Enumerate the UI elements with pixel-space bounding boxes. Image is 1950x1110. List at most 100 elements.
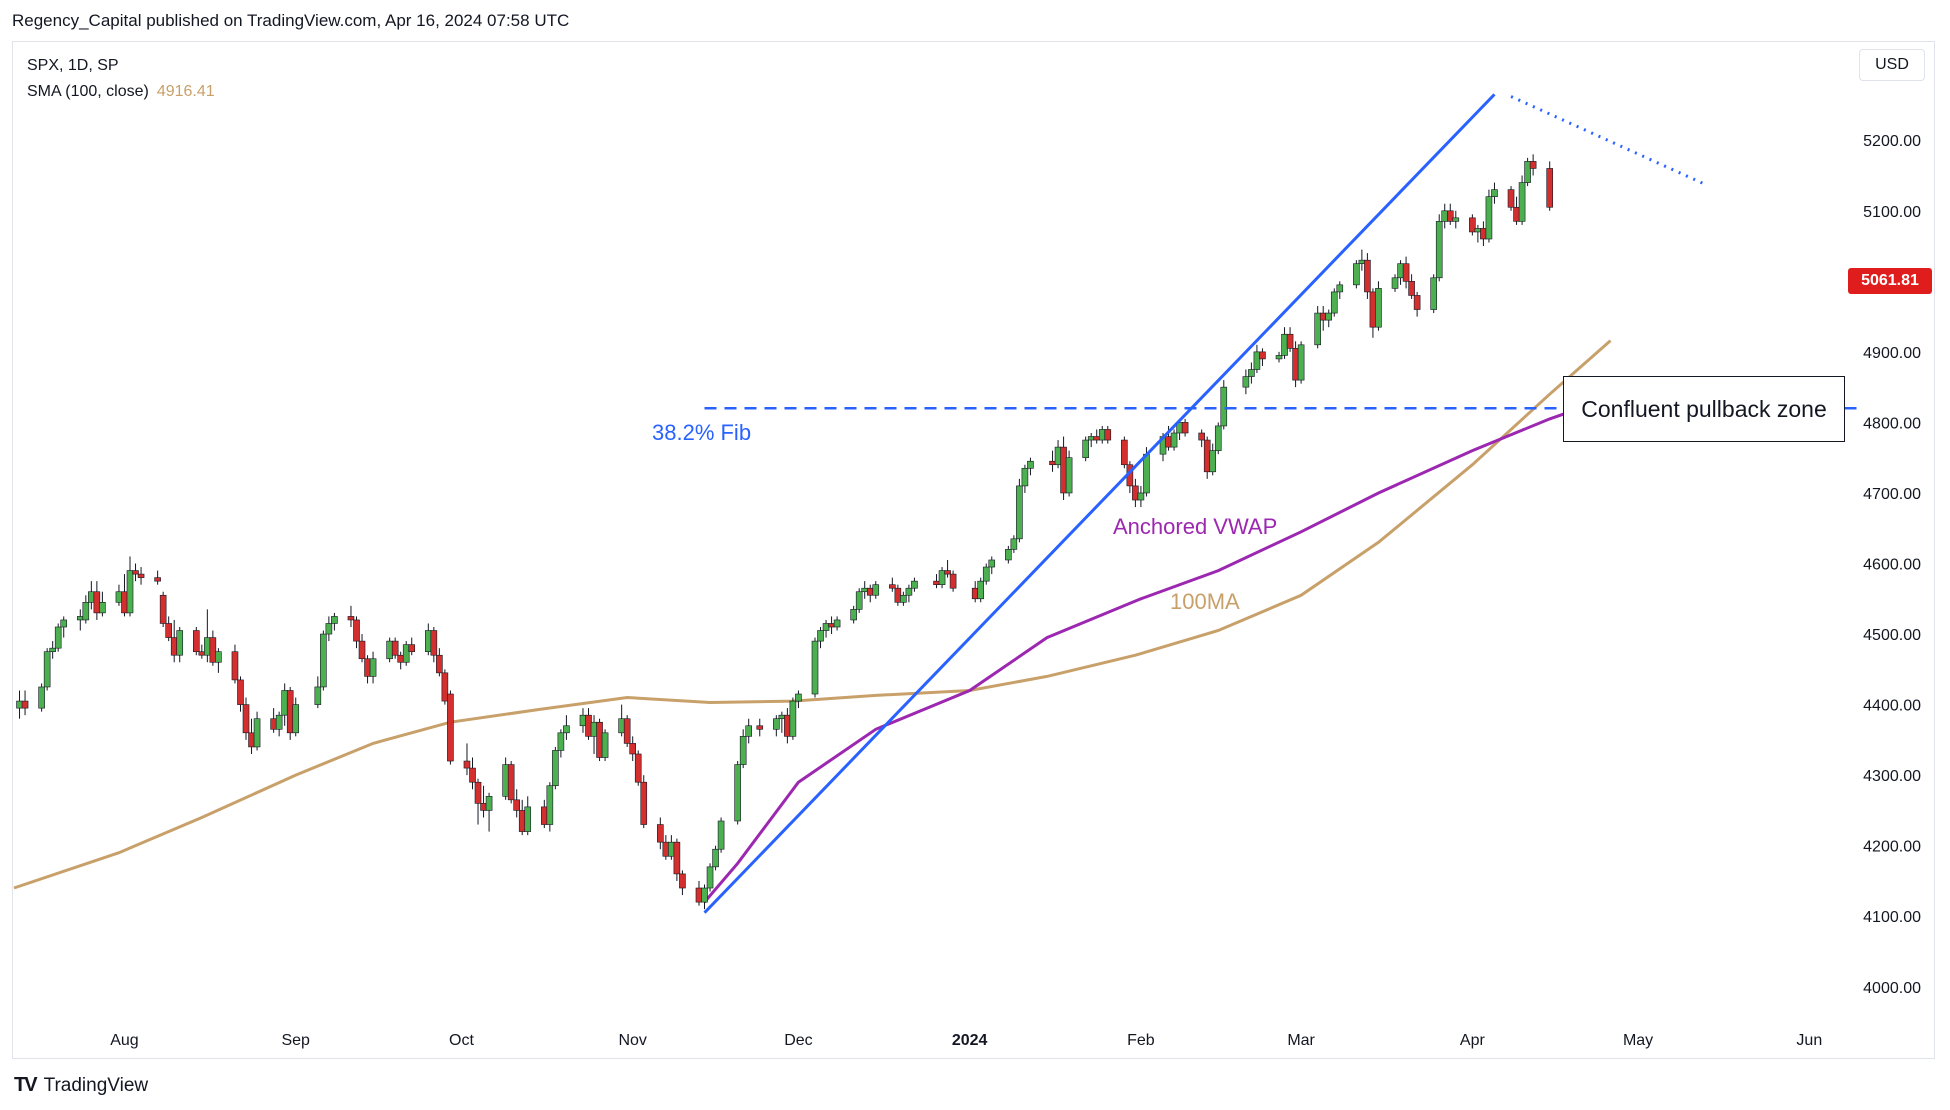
candle-body [1214,425,1222,451]
candle-body [1358,259,1366,264]
candle-body [1507,189,1515,208]
candle [1170,429,1178,451]
tradingview-brand[interactable]: TV TradingView [14,1074,148,1097]
candle-body [364,658,371,677]
x-tick-label: Sep [281,1032,310,1049]
x-tick-label: Apr [1460,1032,1486,1049]
candle-body [209,637,217,663]
candle-body [513,799,520,811]
candle [1275,351,1283,363]
candle-body [270,718,277,730]
candle-body [833,619,841,628]
candle [231,644,239,684]
candle [1132,478,1139,508]
candle-body [447,693,454,762]
candle [121,574,128,617]
candle [43,648,51,691]
candle-body [1203,439,1211,473]
candle [745,718,753,744]
candle-body [629,743,636,755]
candle-body [773,718,780,730]
candle-body [469,767,476,783]
candle-body [756,725,764,730]
sma-legend-row[interactable]: SMA (100, close) 4916.41 [27,79,215,105]
candle [54,623,62,652]
candle [209,630,217,666]
anchored-vwap-line [703,396,1611,904]
candle [1137,485,1145,508]
candle [1435,214,1443,282]
candle [1027,457,1034,476]
candle-body [1408,281,1415,296]
candle [1336,281,1344,299]
candle [132,563,139,582]
candle [541,799,548,829]
candle [1507,186,1515,211]
y-tick-label: 4100.00 [1863,909,1921,926]
candle [159,591,167,627]
candle [275,711,283,737]
y-tick-label: 4500.00 [1863,627,1921,644]
candle [16,690,23,719]
candle-body [1209,450,1217,473]
candle [1021,464,1029,493]
candle-body [154,577,161,582]
candle-body [248,732,255,748]
candle-body [1446,210,1454,222]
candle-body [1087,436,1095,441]
candle [634,750,642,786]
candle-body [563,725,570,734]
currency-button[interactable]: USD [1859,49,1925,81]
candle-body [275,714,283,730]
candle-body [1137,492,1145,501]
candle-body [579,714,587,727]
candle-body [789,700,797,737]
candle-body [1413,295,1421,310]
candle [248,718,255,754]
candle-body [1242,376,1250,388]
candle-body [159,594,167,624]
candle-body [1121,439,1128,466]
candle-body [115,591,123,603]
x-tick-label: 2024 [952,1032,988,1049]
candle-body [640,781,648,825]
pullback-zone-note[interactable]: Confluent pullback zone [1563,376,1845,442]
sma-value: 4916.41 [156,83,215,100]
candle-body [93,591,101,614]
candle-body [502,764,509,797]
candle-body [436,654,443,674]
candle [1259,348,1266,366]
x-tick-label: Oct [449,1032,474,1049]
candle-body [601,732,609,758]
candle [1452,210,1460,229]
candle-body [242,704,250,734]
candle-body [634,753,642,783]
candle [1209,443,1217,476]
candle-body [1319,312,1327,321]
candle-body [1430,277,1437,310]
candle-body [900,594,907,603]
candle [817,627,824,649]
candle-body [695,887,703,903]
x-tick-label: Feb [1127,1032,1155,1049]
candle [320,630,327,691]
candle [1065,450,1073,497]
candle [905,584,913,603]
candle-body [977,580,985,600]
candle [1441,203,1449,229]
y-tick-label: 4400.00 [1863,698,1921,715]
candle [668,835,675,860]
candle [657,817,664,850]
candle [397,651,404,670]
candle [1098,425,1106,444]
candle [1402,256,1410,289]
candle-body [894,587,902,603]
candle [1248,362,1255,384]
candle-body [121,591,128,614]
candle [126,556,134,617]
candle [673,838,681,881]
sma-label: SMA (100, close) [27,83,149,100]
candle [447,690,454,765]
candle-body [347,616,355,621]
